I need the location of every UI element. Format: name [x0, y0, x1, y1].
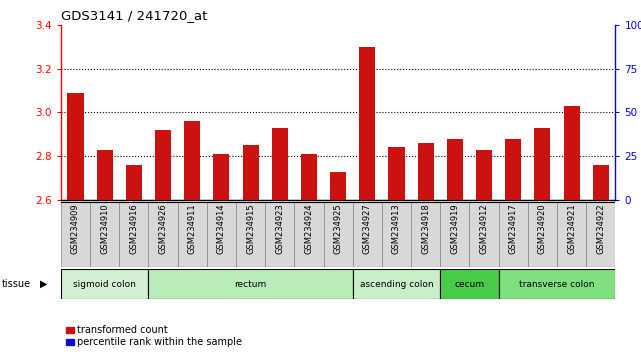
- Bar: [67, 93, 83, 200]
- Bar: [440, 202, 469, 267]
- Bar: [593, 165, 609, 200]
- Bar: [418, 143, 434, 200]
- Bar: [353, 269, 440, 299]
- Bar: [557, 202, 586, 267]
- Bar: [294, 202, 324, 267]
- Bar: [382, 202, 411, 267]
- Bar: [149, 202, 178, 267]
- Bar: [476, 150, 492, 200]
- Text: cecum: cecum: [454, 280, 485, 289]
- Bar: [528, 202, 557, 267]
- Text: GSM234921: GSM234921: [567, 204, 576, 255]
- Bar: [155, 130, 171, 200]
- Text: rectum: rectum: [235, 280, 267, 289]
- Text: GSM234918: GSM234918: [421, 204, 430, 255]
- Text: sigmoid colon: sigmoid colon: [73, 280, 136, 289]
- Text: GSM234917: GSM234917: [509, 204, 518, 255]
- Text: GSM234909: GSM234909: [71, 204, 80, 255]
- Bar: [563, 106, 579, 200]
- Text: GSM234912: GSM234912: [479, 204, 488, 255]
- Bar: [265, 202, 294, 267]
- Bar: [178, 202, 207, 267]
- Bar: [61, 269, 149, 299]
- Bar: [324, 202, 353, 267]
- Text: ascending colon: ascending colon: [360, 280, 433, 289]
- Bar: [586, 202, 615, 267]
- Text: ▶: ▶: [40, 279, 47, 289]
- Text: GSM234927: GSM234927: [363, 204, 372, 255]
- Bar: [330, 172, 346, 200]
- Text: GSM234914: GSM234914: [217, 204, 226, 255]
- Text: GSM234910: GSM234910: [100, 204, 109, 255]
- Bar: [213, 154, 229, 200]
- Bar: [119, 202, 149, 267]
- Bar: [149, 269, 353, 299]
- Bar: [535, 128, 551, 200]
- Bar: [61, 202, 90, 267]
- Text: GSM234926: GSM234926: [158, 204, 167, 255]
- Bar: [360, 47, 376, 200]
- Text: GSM234916: GSM234916: [129, 204, 138, 255]
- Bar: [301, 154, 317, 200]
- Text: GSM234923: GSM234923: [275, 204, 284, 255]
- Bar: [353, 202, 382, 267]
- Bar: [411, 202, 440, 267]
- Legend: transformed count, percentile rank within the sample: transformed count, percentile rank withi…: [66, 325, 242, 347]
- Bar: [184, 121, 200, 200]
- Text: tissue: tissue: [1, 279, 30, 289]
- Text: GSM234911: GSM234911: [188, 204, 197, 255]
- Bar: [126, 165, 142, 200]
- Bar: [90, 202, 119, 267]
- Bar: [97, 150, 113, 200]
- Bar: [236, 202, 265, 267]
- Bar: [440, 269, 499, 299]
- Bar: [207, 202, 236, 267]
- Bar: [499, 269, 615, 299]
- Text: GSM234924: GSM234924: [304, 204, 313, 255]
- Bar: [242, 145, 258, 200]
- Bar: [499, 202, 528, 267]
- Text: GSM234913: GSM234913: [392, 204, 401, 255]
- Text: transverse colon: transverse colon: [519, 280, 595, 289]
- Bar: [272, 128, 288, 200]
- Bar: [505, 139, 521, 200]
- Bar: [469, 202, 499, 267]
- Text: GSM234925: GSM234925: [333, 204, 343, 255]
- Text: GSM234915: GSM234915: [246, 204, 255, 255]
- Text: GDS3141 / 241720_at: GDS3141 / 241720_at: [61, 9, 207, 22]
- Bar: [388, 148, 404, 200]
- Text: GSM234919: GSM234919: [451, 204, 460, 255]
- Bar: [447, 139, 463, 200]
- Text: GSM234920: GSM234920: [538, 204, 547, 255]
- Text: GSM234922: GSM234922: [596, 204, 605, 255]
